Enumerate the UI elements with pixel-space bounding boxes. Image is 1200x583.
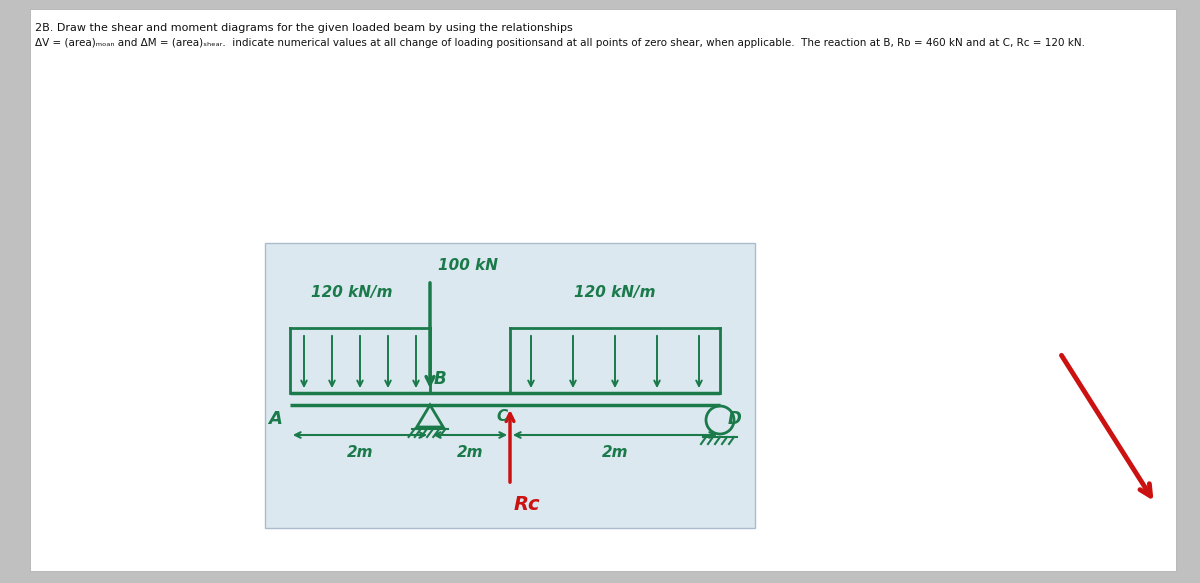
FancyBboxPatch shape (265, 243, 755, 528)
Text: 2B. Draw the shear and moment diagrams for the given loaded beam by using the re: 2B. Draw the shear and moment diagrams f… (35, 23, 572, 33)
Text: 2m: 2m (601, 445, 629, 460)
Text: C: C (497, 409, 508, 424)
Text: Rc: Rc (514, 495, 540, 514)
Text: A: A (268, 410, 282, 428)
Text: 2m: 2m (457, 445, 484, 460)
Text: 100 kN: 100 kN (438, 258, 498, 273)
Text: ΔV = (area)ₘₒₐₙ and ΔM = (area)ₛₕₑₐᵣ.  indicate numerical values at all change o: ΔV = (area)ₘₒₐₙ and ΔM = (area)ₛₕₑₐᵣ. in… (35, 38, 1085, 48)
Text: 120 kN/m: 120 kN/m (311, 285, 392, 300)
Text: 120 kN/m: 120 kN/m (575, 285, 655, 300)
Text: 2m: 2m (347, 445, 373, 460)
Text: B: B (434, 370, 446, 388)
Text: D: D (728, 410, 742, 428)
